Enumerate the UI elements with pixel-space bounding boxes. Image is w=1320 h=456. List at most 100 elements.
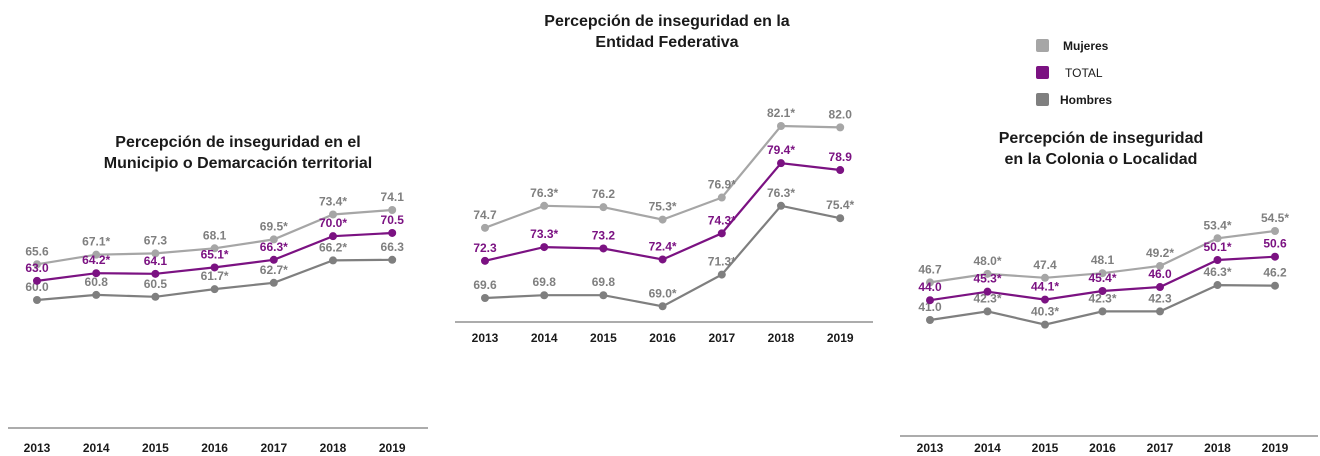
data-point-total [388, 228, 397, 237]
data-label-total: 73.2 [592, 228, 616, 242]
data-point-hombres [836, 214, 845, 223]
data-label-hombres: 42.3 [1148, 291, 1172, 305]
legend-swatch-hombres [1036, 93, 1049, 106]
data-point-hombres [210, 285, 219, 294]
x-tick-label: 2015 [1032, 441, 1059, 455]
data-label-hombres: 46.3* [1203, 265, 1231, 279]
legend-swatch-total [1036, 66, 1049, 79]
data-point-mujeres [481, 223, 489, 232]
x-tick-label: 2018 [1204, 441, 1231, 455]
data-label-mujeres: 76.3* [530, 186, 558, 200]
chart-title-line: Percepción de inseguridad [999, 130, 1204, 147]
data-point-mujeres [777, 122, 785, 130]
data-label-hombres: 76.3* [767, 186, 795, 200]
data-point-mujeres [599, 203, 608, 212]
data-point-hombres [1156, 307, 1164, 316]
legend-label-hombres: Hombres [1060, 93, 1112, 107]
data-point-mujeres [658, 215, 667, 224]
data-point-mujeres [210, 244, 219, 253]
data-point-mujeres [388, 206, 397, 214]
data-label-total: 44.1* [1031, 280, 1059, 294]
x-tick-label: 2013 [472, 331, 499, 345]
x-tick-label: 2017 [260, 441, 287, 455]
data-point-total [836, 166, 845, 175]
x-tick-label: 2014 [83, 441, 110, 455]
data-point-total [658, 255, 667, 264]
legend: Mujeres TOTAL Hombres [1036, 39, 1112, 107]
legend-label-mujeres: Mujeres [1063, 39, 1109, 53]
chart-title-line: Percepción de inseguridad en la [544, 13, 790, 30]
data-point-hombres [983, 307, 992, 316]
data-point-hombres [926, 316, 934, 324]
data-point-total [540, 243, 549, 252]
data-point-hombres [388, 255, 397, 264]
data-label-mujeres: 53.4* [1203, 218, 1231, 232]
data-label-hombres: 46.2 [1263, 266, 1287, 280]
data-point-total [1041, 295, 1049, 304]
data-point-total [1156, 283, 1164, 292]
data-point-total [481, 256, 489, 265]
data-label-total: 63.0 [25, 261, 49, 275]
data-label-total: 50.1* [1203, 240, 1231, 254]
charts-container: Percepción de inseguridad en el Municipio… [8, 13, 1318, 455]
x-tick-label: 2015 [142, 441, 169, 455]
chart-title-line: Municipio o Demarcación territorial [104, 155, 373, 172]
data-label-mujeres: 48.0* [973, 254, 1001, 268]
data-point-mujeres [1041, 273, 1049, 282]
data-label-mujeres: 67.3 [144, 233, 168, 247]
data-point-mujeres [92, 250, 101, 259]
x-tick-label: 2019 [1262, 441, 1289, 455]
data-point-hombres [777, 201, 785, 210]
data-point-hombres [151, 292, 160, 301]
data-label-hombres: 69.8 [533, 275, 557, 289]
data-point-hombres [1098, 307, 1107, 316]
data-label-hombres: 61.7* [201, 269, 229, 283]
data-label-mujeres: 47.4 [1033, 258, 1057, 272]
data-point-hombres [269, 278, 278, 287]
data-point-mujeres [540, 201, 549, 210]
data-point-total [926, 296, 934, 305]
data-label-mujeres: 49.2* [1146, 246, 1174, 260]
data-label-hombres: 66.3 [381, 240, 405, 254]
data-point-total [1098, 286, 1107, 295]
data-label-total: 64.2* [82, 253, 110, 267]
data-label-total: 45.3* [973, 272, 1001, 286]
x-tick-label: 2013 [24, 441, 51, 455]
chart-title-line: en la Colonia o Localidad [1005, 151, 1198, 168]
x-tick-label: 2017 [708, 331, 735, 345]
data-label-hombres: 69.8 [592, 275, 616, 289]
data-point-hombres [540, 291, 549, 300]
data-label-hombres: 42.3* [1088, 291, 1116, 305]
x-tick-label: 2016 [201, 441, 228, 455]
data-label-mujeres: 82.1* [767, 106, 795, 120]
data-label-total: 70.5 [381, 213, 405, 227]
data-point-hombres [658, 302, 667, 311]
x-tick-label: 2017 [1147, 441, 1174, 455]
data-point-mujeres [1156, 261, 1164, 270]
data-point-hombres [33, 296, 41, 304]
x-tick-label: 2014 [974, 441, 1001, 455]
data-point-mujeres [926, 278, 934, 287]
data-label-total: 79.4* [767, 143, 795, 157]
data-point-total [1213, 256, 1222, 265]
data-label-mujeres: 65.6 [25, 244, 49, 258]
data-label-mujeres: 76.9* [708, 178, 736, 192]
x-tick-label: 2016 [1089, 441, 1116, 455]
data-label-mujeres: 74.7 [473, 208, 497, 222]
data-label-mujeres: 67.1* [82, 235, 110, 249]
data-label-hombres: 60.0 [25, 280, 49, 294]
data-point-hombres [92, 290, 101, 299]
data-label-mujeres: 54.5* [1261, 211, 1289, 225]
data-point-total [1271, 252, 1279, 261]
data-label-hombres: 69.6 [473, 278, 497, 292]
data-point-mujeres [151, 249, 160, 258]
data-label-mujeres: 69.5* [260, 219, 288, 233]
data-label-mujeres: 46.7 [918, 262, 942, 276]
data-point-mujeres [33, 260, 41, 269]
data-label-mujeres: 75.3* [649, 200, 677, 214]
data-point-total [33, 276, 41, 285]
data-label-total: 65.1* [201, 247, 229, 261]
data-point-hombres [481, 294, 489, 302]
data-label-hombres: 60.8 [85, 275, 109, 289]
